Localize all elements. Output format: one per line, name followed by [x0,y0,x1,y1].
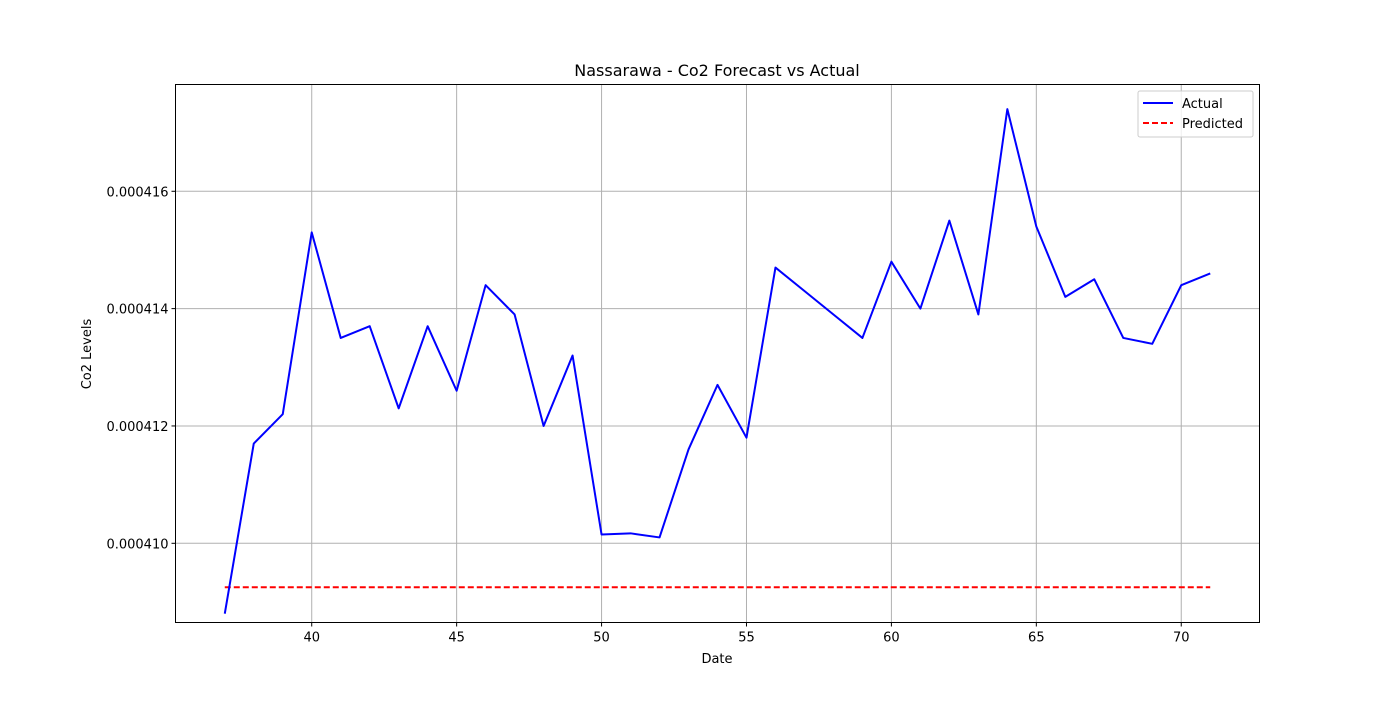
x-tick-label: 50 [593,631,610,646]
x-tick-label: 70 [1173,631,1190,646]
legend-label-actual: Actual [1182,97,1223,112]
legend-label-predicted: Predicted [1182,117,1243,132]
x-tick-label: 45 [448,631,465,646]
chart-title: Nassarawa - Co2 Forecast vs Actual [574,61,860,80]
x-axis-label: Date [701,652,732,667]
y-axis-label: Co2 Levels [80,319,95,390]
y-tick-label: 0.000414 [106,303,168,318]
x-tick-label: 65 [1028,631,1045,646]
series-line-actual [223,108,1211,614]
plot-frame [175,84,1260,623]
plot-series [223,108,1211,614]
y-tick-label: 0.000416 [106,185,168,200]
x-tick-label: 55 [738,631,755,646]
y-tick-label: 0.000412 [106,420,168,435]
y-axis-ticks: 0.000410 0.000412 0.000414 0.000416 [106,185,176,552]
legend: Actual Predicted [1137,90,1254,138]
x-axis-ticks: 40 45 50 55 60 65 70 [303,622,1190,646]
y-tick-label: 0.000410 [106,537,168,552]
grid [175,84,1260,623]
x-tick-label: 60 [883,631,900,646]
x-tick-label: 40 [303,631,320,646]
